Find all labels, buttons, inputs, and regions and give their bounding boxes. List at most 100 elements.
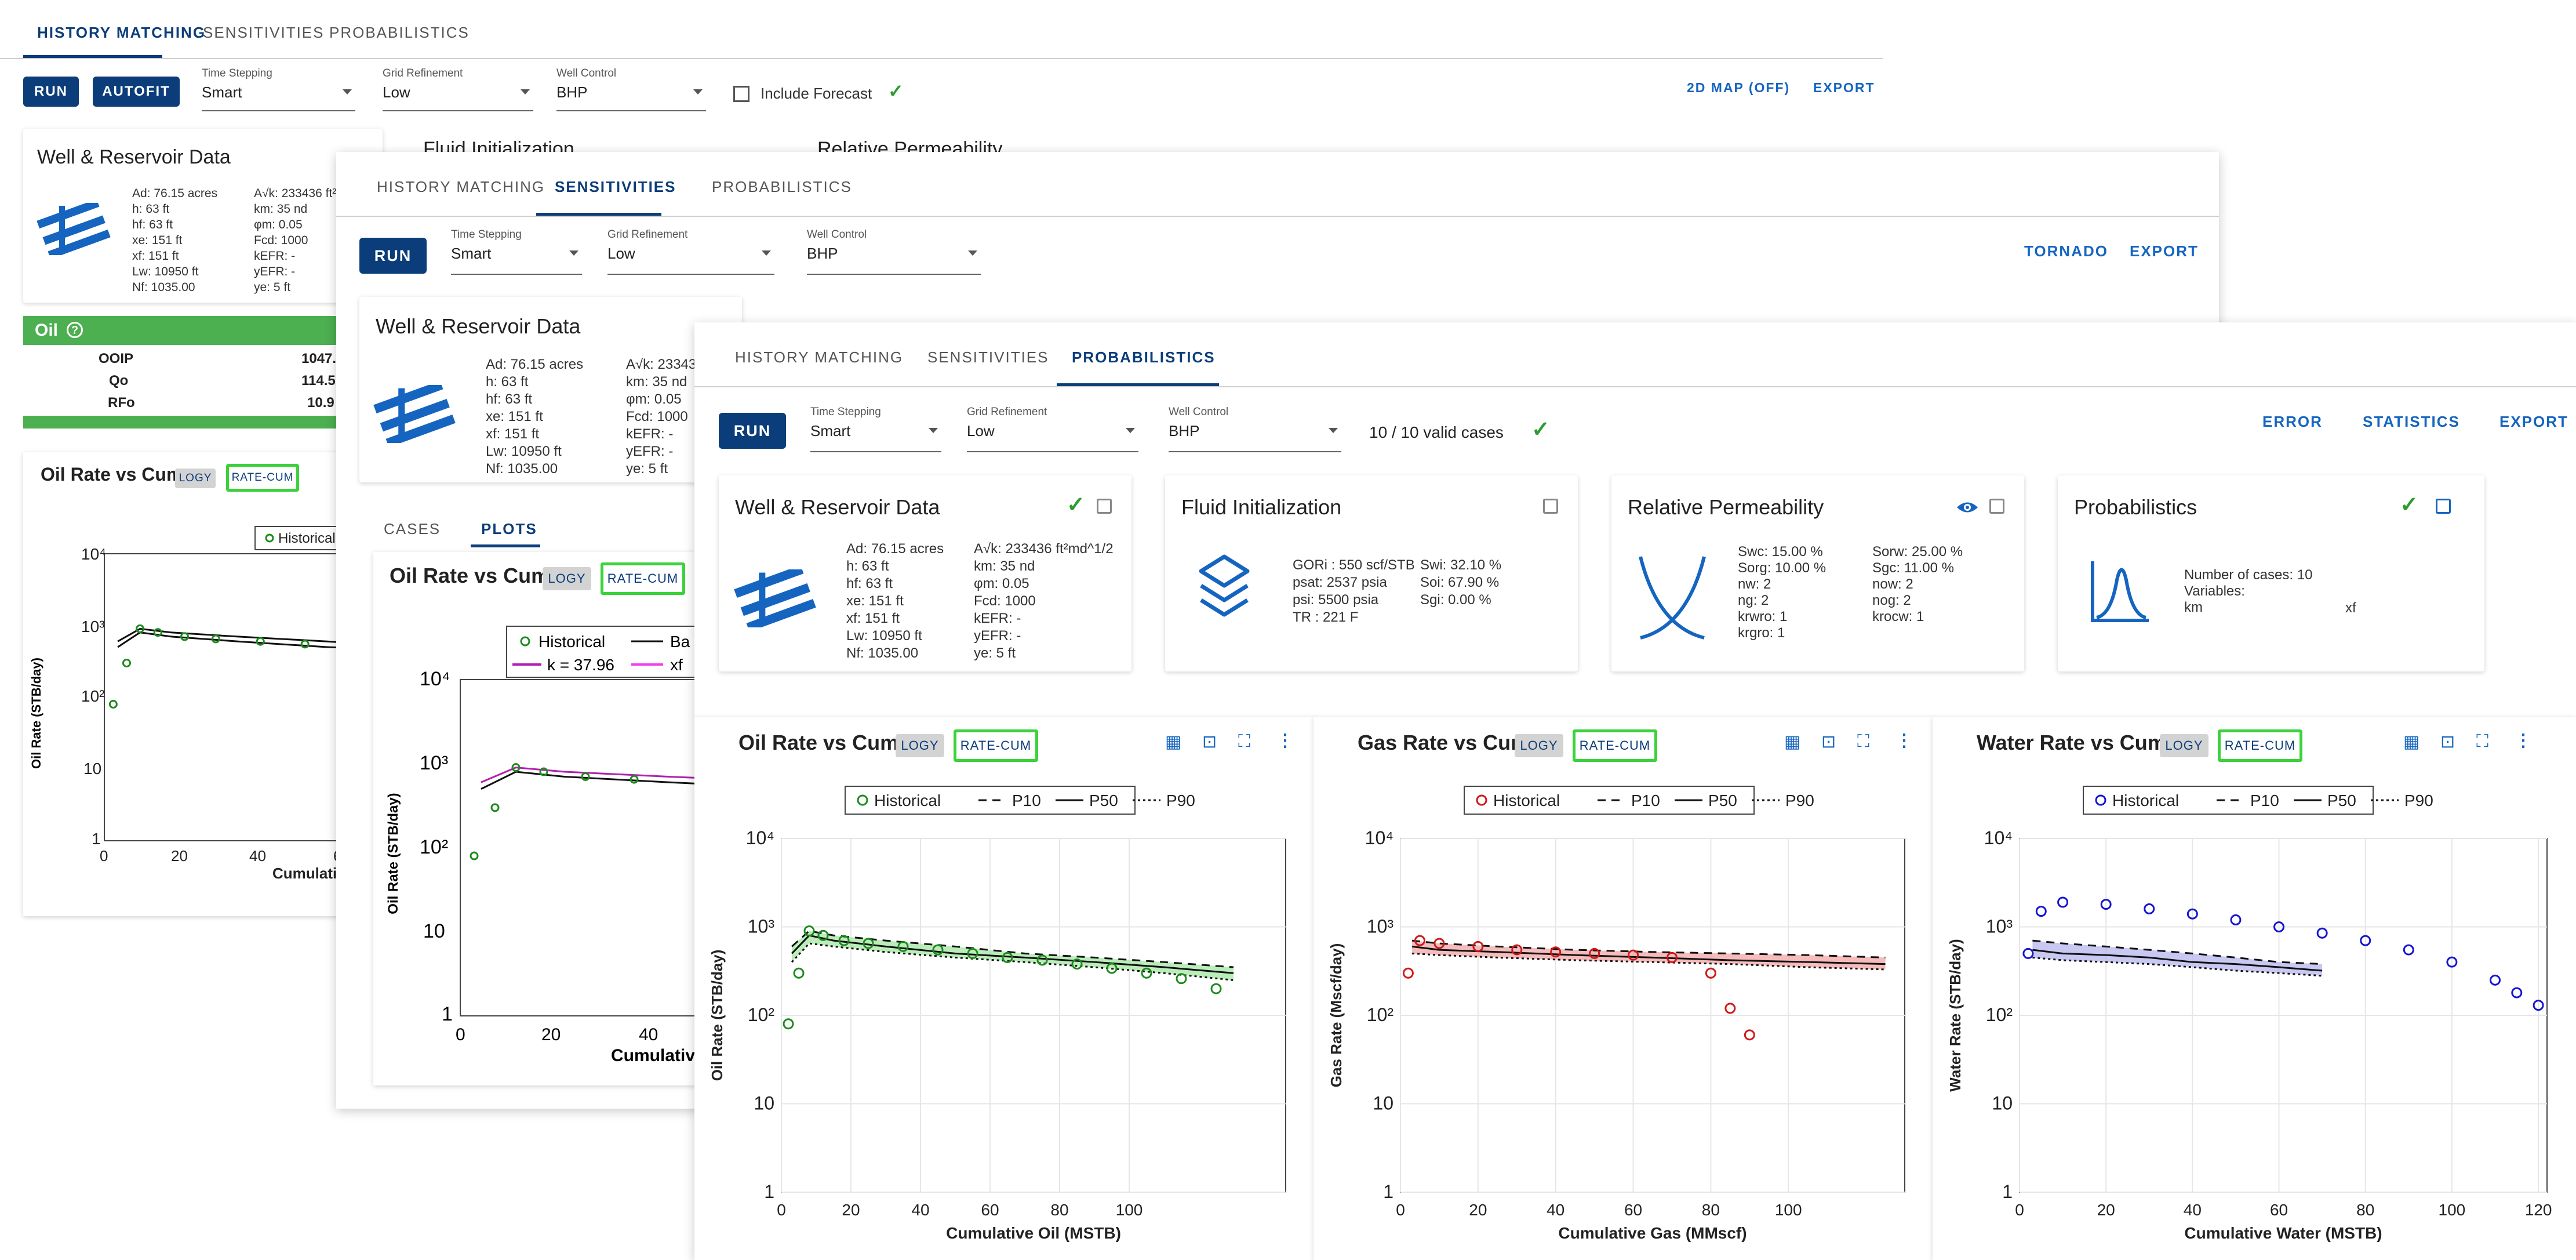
well-control-select[interactable]: Well Control BHP [807,228,981,275]
export-button[interactable]: EXPORT [1813,80,1875,95]
well-control-select[interactable]: Well Control BHP [556,67,706,111]
edit-icon[interactable] [1989,499,2004,514]
grid-refinement-select[interactable]: Grid Refinement Low [383,67,533,111]
logy-toggle[interactable]: LOGY [896,734,944,757]
tab-sensitivities[interactable]: SENSITIVITIES [203,24,325,41]
grid-refinement-select[interactable]: Grid Refinement Low [607,228,774,275]
help-icon[interactable]: ? [67,322,83,338]
historical-point [539,767,548,776]
fluid-params-right: Swi: 32.10 % Soi: 67.90 % Sgi: 0.00 % [1420,557,1502,608]
fullscreen-icon[interactable]: ⛶ [2476,732,2488,751]
chevron-down-icon [968,250,977,256]
tab-sensitivities[interactable]: SENSITIVITIES [536,158,675,216]
plot-title: Oil Rate vs Cum [390,564,550,587]
tab-history-matching[interactable]: HISTORY MATCHING [23,5,205,58]
tab-probabilistics[interactable]: PROBABILISTICS [1057,328,1219,386]
tab-history-matching[interactable]: HISTORY MATCHING [377,178,545,195]
more-options-icon[interactable]: ⋮ [1276,731,1294,750]
historical-point [211,634,220,644]
y-tick-label: 10⁴ [1984,827,2013,848]
grid-refinement-label: Grid Refinement [607,228,688,241]
table-icon[interactable]: ▦ [2403,732,2420,751]
historical-point [793,967,805,979]
y-tick-label: 10³ [1367,916,1394,937]
tab-probabilistics[interactable]: PROBABILISTICS [712,178,852,195]
y-tick-label: 10 [1373,1093,1393,1114]
y-tick-label: 10 [1992,1093,2013,1114]
2d-map-button[interactable]: 2D MAP (OFF) [1687,80,1791,95]
run-button[interactable]: RUN [719,413,786,449]
series-line-p50 [1411,945,1886,965]
error-button[interactable]: ERROR [2262,413,2323,430]
time-stepping-select[interactable]: Time Stepping Smart [810,406,941,452]
table-icon[interactable]: ▦ [1165,732,1182,751]
fullscreen-icon[interactable]: ⛶ [1857,732,1869,751]
legend-entry: Historical [2112,791,2179,809]
rate-cum-toggle[interactable]: RATE-CUM [226,464,299,492]
y-tick-label: 10² [1367,1004,1394,1025]
x-tick-40: 40 [639,1025,658,1044]
run-button[interactable]: RUN [23,77,79,107]
export-button[interactable]: EXPORT [2130,242,2199,260]
gas-rate-plot-card: Gas Rate vs Cum LOGY RATE-CUM ▦ ⊡ ⛶ ⋮ Hi… [1314,717,1934,1260]
well-icon [373,385,456,443]
edit-icon[interactable] [2436,499,2451,514]
p10-p90-band [792,931,1234,981]
legend-entry: P10 [1631,791,1660,809]
y-axis-label: Water Rate (STB/day) [1946,939,1964,1091]
include-forecast-checkbox[interactable] [733,86,749,102]
eye-icon[interactable] [1956,499,1979,516]
historical-point [1511,944,1523,956]
logy-toggle[interactable]: LOGY [543,567,591,590]
grid-refinement-select[interactable]: Grid Refinement Low [967,406,1138,452]
rate-cum-toggle[interactable]: RATE-CUM [2218,729,2302,762]
logy-toggle[interactable]: LOGY [1515,734,1563,757]
time-stepping-select[interactable]: Time Stepping Smart [451,228,582,275]
historical-point [2057,896,2069,908]
legend-marker [520,636,530,647]
logy-toggle[interactable]: LOGY [2160,734,2208,757]
distribution-icon [2091,561,2149,622]
historical-point [1402,967,1414,979]
edit-icon[interactable] [1543,499,1558,514]
series-line [117,631,383,651]
x-axis-label: Cumulative Gas (MMscf) [1558,1224,1747,1242]
y-axis-label: Oil Rate (STB/day) [385,793,401,914]
x-tick-label: 60 [981,1201,999,1219]
autofit-button[interactable]: AUTOFIT [93,77,180,107]
time-stepping-select[interactable]: Time Stepping Smart [202,67,355,111]
zoom-select-icon[interactable]: ⊡ [1202,732,1217,751]
fullscreen-icon[interactable]: ⛶ [1238,732,1250,751]
rate-cum-toggle[interactable]: RATE-CUM [601,562,685,595]
zoom-select-icon[interactable]: ⊡ [1821,732,1836,751]
zoom-select-icon[interactable]: ⊡ [2440,732,2455,751]
tab-sensitivities[interactable]: SENSITIVITIES [927,348,1049,366]
run-button[interactable]: RUN [359,238,427,274]
sub-tab-cases[interactable]: CASES [384,520,441,538]
edit-icon[interactable] [1097,499,1112,514]
x-axis-label: Cumulative [611,1046,705,1065]
tab-probabilistics[interactable]: PROBABILISTICS [329,24,470,41]
rate-cum-toggle[interactable]: RATE-CUM [954,729,1038,762]
tornado-button[interactable]: TORNADO [2024,242,2108,260]
statistics-button[interactable]: STATISTICS [2363,413,2460,430]
more-options-icon[interactable]: ⋮ [2515,731,2532,750]
x-tick-label: 0 [777,1201,786,1219]
well-control-select[interactable]: Well Control BHP [1169,406,1341,452]
table-icon[interactable]: ▦ [1784,732,1801,751]
sub-tab-plots[interactable]: PLOTS [471,511,540,547]
series-line-p90 [2032,956,2323,977]
more-options-icon[interactable]: ⋮ [1895,731,1913,750]
rate-cum-toggle[interactable]: RATE-CUM [1573,729,1657,762]
logy-toggle[interactable]: LOGY [175,469,216,488]
check-icon: ✓ [2400,493,2418,517]
tab-history-matching[interactable]: HISTORY MATCHING [735,348,904,366]
x-tick-label: 100 [1116,1201,1143,1219]
chart-legend: Historical P10 P50 P90 [2083,786,2433,815]
gas-rate-chart: Historical P10 P50 P90 0 20 40 60 80 100 1 10 10² 10³… [1327,786,1905,1242]
legend-k: k = 37.96 [547,656,614,674]
card-title: Probabilistics [2074,495,2197,519]
legend-entry: P10 [2250,791,2279,809]
export-button[interactable]: EXPORT [2499,413,2568,430]
legend-entry: P10 [1012,791,1041,809]
